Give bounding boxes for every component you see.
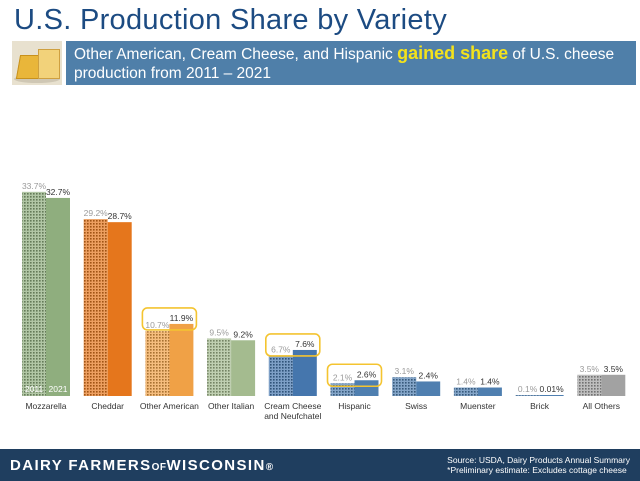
value-label-2011-cheddar: 29.2% [84,208,109,218]
bar-texture-2011-swiss [392,377,417,396]
bar-texture-2011-brick [515,395,540,396]
category-label-swiss: Swiss [405,401,427,411]
bar-texture-2011-other-american [145,331,170,396]
subtitle-banner: Other American, Cream Cheese, and Hispan… [0,41,640,85]
highlight-box-other-american [141,307,198,331]
legend-2011: 2011 [25,384,44,394]
brand-end: WISCONSIN [166,457,266,474]
brand-logo: DAIRY FARMERSOFWISCONSIN® [10,457,274,474]
bar-texture-2011-mozzarella [22,191,46,396]
brand-main: DAIRY FARMERS [10,457,152,474]
cheese-block-icon [38,49,60,79]
banner-text: Other American, Cream Cheese, and Hispan… [74,44,634,83]
bar-2021-cream-cheese-and-neufchatel [292,349,317,396]
footer-bar: DAIRY FARMERSOFWISCONSIN® Source: USDA, … [0,449,640,481]
category-label-cheddar: Cheddar [91,401,124,411]
bar-texture-2011-all-others [577,374,602,396]
bar-texture-2011-cream-cheese-and-neufchatel [268,355,293,396]
bar-2021-other-american [169,323,194,396]
value-label-2021-brick: 0.01% [540,384,565,394]
value-label-2021-other-italian: 9.2% [233,329,253,339]
category-label-other-american: Other American [140,401,199,411]
page-title: U.S. Production Share by Variety [14,4,447,36]
cheese-photo [12,41,62,85]
value-label-2011-cream-cheese-and-neufchatel: 6.7% [271,344,291,354]
value-label-2021-other-american: 11.9% [170,313,194,323]
value-label-2021-all-others: 3.5% [604,364,624,374]
bar-2021-brick [539,395,564,396]
value-label-2011-hispanic: 2.1% [333,372,353,382]
value-label-2021-muenster: 1.4% [480,377,500,387]
value-label-2011-brick: 0.1% [518,384,538,394]
banner-highlight: gained share [397,43,509,63]
bar-2021-swiss [416,381,441,396]
value-label-2011-other-american: 10.7% [145,320,170,330]
category-label-other-italian: Other Italian [208,401,255,411]
bar-2021-mozzarella [46,197,70,396]
banner-background [66,41,636,85]
brand-of: OF [151,462,167,473]
plate-shape [14,75,60,83]
value-label-2021-hispanic: 2.6% [357,369,377,379]
value-label-2021-swiss: 2.4% [419,370,439,380]
value-label-2021-cream-cheese-and-neufchatel: 7.6% [295,339,315,349]
bar-texture-2011-hispanic [330,383,355,396]
bar-2021-all-others [601,374,626,396]
bar-2021-cheddar [107,222,132,396]
bar-texture-2011-muenster [453,387,478,396]
category-label-muenster: Muenster [460,401,496,411]
value-label-2021-mozzarella: 32.7% [46,187,71,197]
production-share-chart: 33.7%32.7% Mozzarella 29.2% 28.7% Cheddar 10.… [22,181,626,421]
source-note: Source: USDA, Dairy Products Annual Summ… [447,455,630,475]
banner-text-end: of U.S. cheese production from 2011 – 20… [74,46,615,82]
value-label-2011-all-others: 3.5% [580,364,600,374]
highlight-box-hispanic [326,363,383,388]
category-label-brick: Brick [530,401,550,411]
footnote-text: *Preliminary estimate: Excludes cottage … [447,465,627,475]
category-label-cream-cheese-and-neufchatel-line2: and Neufchatel [264,411,321,421]
category-label-all-others: All Others [583,401,620,411]
bar-texture-2011-cheddar [83,219,108,396]
value-label-2011-other-italian: 9.5% [209,327,229,337]
source-text: Source: USDA, Dairy Products Annual Summ… [447,455,630,465]
value-label-2011-mozzarella: 33.7% [22,181,47,191]
bar-2021-muenster [477,387,502,396]
highlight-box-cream-cheese-and-neufchatel [264,333,321,357]
legend-2021: 2021 [49,384,68,394]
bar-2021-hispanic [354,380,379,396]
bar-texture-2011-other-italian [207,338,232,396]
value-label-2011-muenster: 1.4% [456,377,476,387]
category-label-cream-cheese-and-neufchatel: Cream Cheese [264,401,321,411]
bar-2021-other-italian [231,340,256,396]
banner-text-start: Other American, Cream Cheese, and Hispan… [74,46,398,63]
brand-registered-mark: ® [265,462,274,473]
category-label-hispanic: Hispanic [338,401,371,411]
value-label-2011-swiss: 3.1% [395,366,415,376]
category-label-mozzarella: Mozzarella [25,401,66,411]
value-label-2021-cheddar: 28.7% [108,211,133,221]
